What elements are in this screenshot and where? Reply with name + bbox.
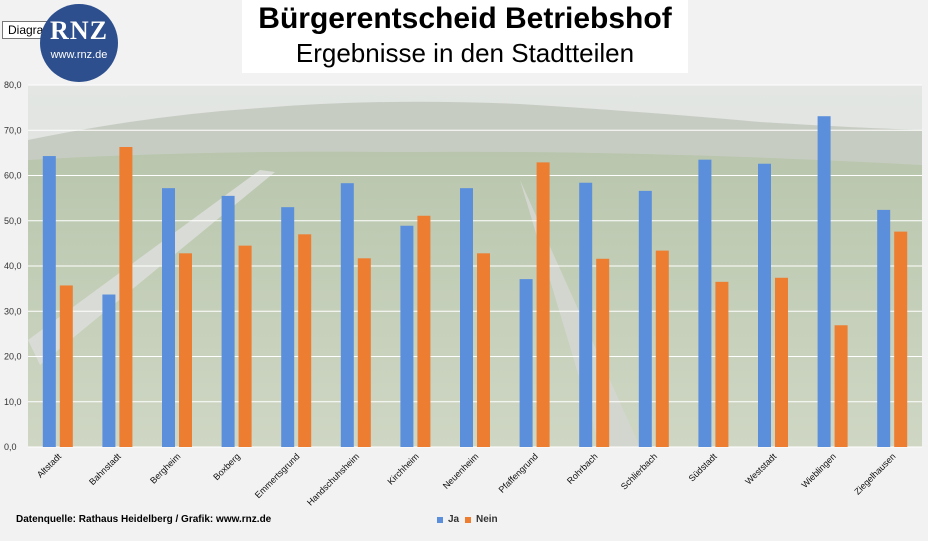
bar-nein-7[interactable] — [477, 253, 490, 447]
y-tick-label: 60,0 — [4, 171, 22, 181]
x-tick-label: Ziegelhausen — [852, 451, 897, 496]
bar-ja-2[interactable] — [162, 188, 175, 448]
y-tick-label: 20,0 — [4, 352, 22, 362]
bar-nein-12[interactable] — [775, 277, 788, 447]
y-tick-label: 80,0 — [4, 80, 22, 90]
bar-ja-9[interactable] — [579, 182, 593, 448]
bar-ja-11[interactable] — [698, 159, 712, 447]
legend-swatch-ja — [437, 516, 443, 523]
y-tick-label: 10,0 — [4, 397, 22, 407]
bar-nein-13[interactable] — [834, 325, 848, 447]
data-source-note: Datenquelle: Rathaus Heidelberg / Grafik… — [16, 514, 272, 525]
x-tick-label: Altstadt — [35, 451, 64, 480]
x-tick-label: Rohrbach — [565, 451, 600, 486]
x-tick-label: Neuenheim — [441, 451, 481, 491]
bar-nein-6[interactable] — [417, 215, 431, 447]
legend-label-ja: Ja — [448, 514, 460, 525]
bar-nein-1[interactable] — [119, 146, 133, 447]
bar-ja-7[interactable] — [460, 188, 473, 448]
bar-ja-10[interactable] — [638, 190, 652, 447]
bar-nein-10[interactable] — [655, 250, 669, 447]
bar-ja-14[interactable] — [877, 209, 891, 447]
x-tick-label: Emmertsgrund — [253, 451, 302, 500]
bar-ja-6[interactable] — [400, 225, 414, 447]
bar-ja-13[interactable] — [817, 116, 831, 447]
bar-nein-0[interactable] — [59, 285, 73, 447]
x-tick-label: Handschuhsheim — [305, 451, 361, 507]
bar-nein-5[interactable] — [357, 258, 371, 447]
y-tick-label: 40,0 — [4, 261, 22, 271]
bar-nein-8[interactable] — [536, 162, 550, 447]
chart-subtitle: Ergebnisse in den Stadtteilen — [295, 38, 635, 68]
bar-ja-4[interactable] — [281, 207, 295, 447]
legend-swatch-nein — [465, 516, 471, 523]
y-tick-label: 70,0 — [4, 125, 22, 135]
x-tick-label: Schlierbach — [619, 451, 659, 491]
bar-nein-14[interactable] — [894, 231, 908, 447]
bar-nein-9[interactable] — [596, 258, 610, 447]
y-tick-label: 50,0 — [4, 216, 22, 226]
legend-label-nein: Nein — [476, 514, 498, 525]
bar-nein-2[interactable] — [179, 253, 192, 447]
bar-ja-8[interactable] — [519, 279, 533, 447]
chart-title-box: Bürgerentscheid Betriebshof Ergebnisse i… — [242, 0, 688, 73]
legend-item-ja: Ja — [437, 514, 459, 525]
bar-ja-0[interactable] — [42, 156, 56, 448]
bar-nein-3[interactable] — [238, 245, 252, 447]
x-tick-label: Boxberg — [211, 451, 242, 482]
chart-title: Bürgerentscheid Betriebshof — [258, 2, 672, 35]
y-tick-label: 30,0 — [4, 306, 22, 316]
legend-item-nein: Nein — [465, 514, 498, 525]
rnz-logo: RNZ www.rnz.de — [40, 4, 118, 82]
bar-ja-5[interactable] — [340, 183, 354, 447]
bar-nein-11[interactable] — [715, 281, 729, 447]
bar-ja-3[interactable] — [221, 195, 235, 447]
x-tick-label: Weststadt — [743, 451, 779, 487]
x-tick-label: Kirchheim — [385, 451, 420, 486]
x-tick-label: Pfaffengrund — [497, 451, 540, 494]
x-tick-label: Wieblingen — [799, 451, 838, 490]
y-tick-label: 0,0 — [4, 442, 17, 452]
bar-ja-1[interactable] — [102, 294, 116, 447]
bar-nein-4[interactable] — [298, 234, 312, 447]
bar-ja-12[interactable] — [758, 163, 771, 448]
x-tick-label: Südstadt — [687, 451, 720, 484]
x-tick-label: Bahnstadt — [87, 451, 123, 487]
x-tick-label: Bergheim — [148, 451, 182, 485]
